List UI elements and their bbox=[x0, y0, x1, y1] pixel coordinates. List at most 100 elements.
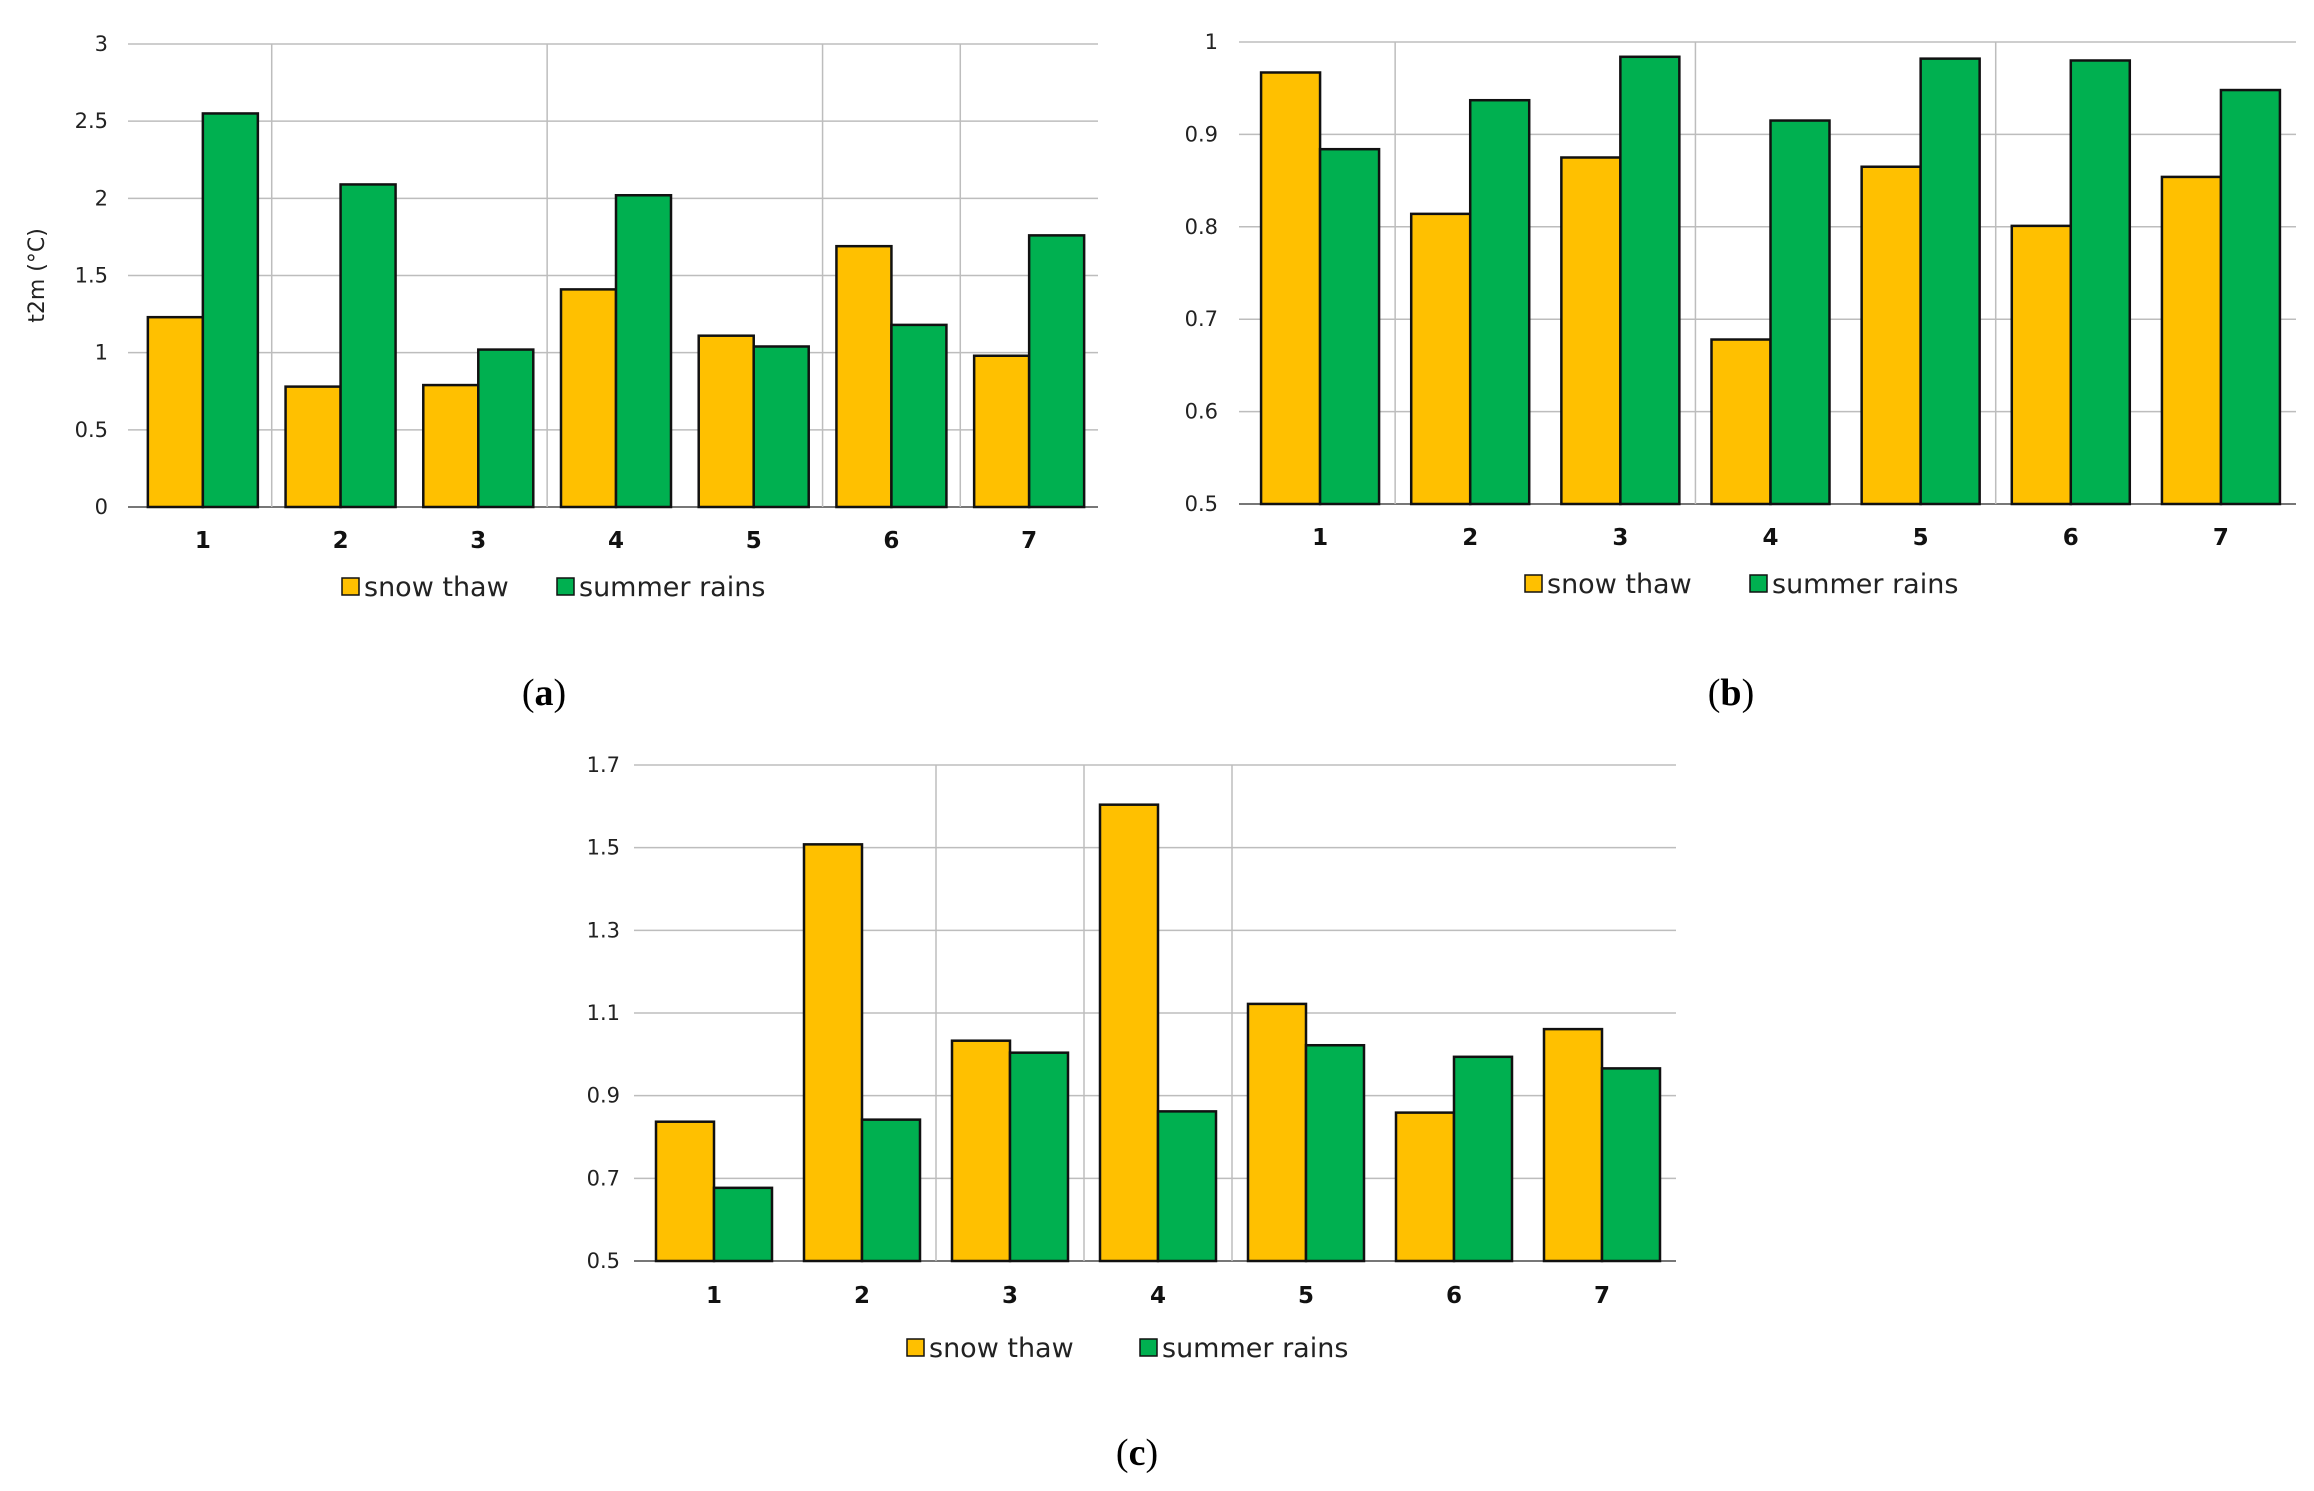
panel-caption: (c) bbox=[1116, 1432, 1158, 1474]
y-tick-label: 1.5 bbox=[587, 836, 620, 860]
x-category-label: 3 bbox=[470, 528, 486, 554]
bar-summer-rains-1 bbox=[201, 112, 260, 509]
legend-swatch-snow-thaw bbox=[1524, 574, 1543, 593]
bar-snow-thaw-4 bbox=[1098, 803, 1160, 1263]
y-tick-label: 0.9 bbox=[587, 1084, 620, 1108]
bar-summer-rains-5 bbox=[1304, 1043, 1366, 1263]
legend-label-summer-rains: summer rains bbox=[1772, 569, 1958, 600]
legend: snow thaw summer rains bbox=[341, 572, 765, 603]
bar-summer-rains-7 bbox=[1600, 1067, 1662, 1263]
bar-summer-rains-4 bbox=[1156, 1110, 1218, 1263]
bar-snow-thaw-6 bbox=[835, 244, 893, 509]
y-tick-label: 0.9 bbox=[1185, 122, 1218, 146]
bar-summer-rains-2 bbox=[339, 183, 397, 509]
legend: snow thaw summer rains bbox=[906, 1333, 1348, 1364]
bar-summer-rains-1 bbox=[1318, 147, 1381, 506]
chart-panel-b: 0.5 0.6 0.7 0.8 0.9 1 1 2 3 4 5 6 7 snow thaw summer r… bbox=[1185, 30, 2296, 714]
bar-snow-thaw-7 bbox=[972, 354, 1031, 509]
bar-summer-rains-2 bbox=[1468, 98, 1531, 506]
bar-summer-rains-3 bbox=[1008, 1051, 1070, 1263]
bar-snow-thaw-3 bbox=[950, 1039, 1012, 1263]
bar-snow-thaw-6 bbox=[1394, 1111, 1456, 1263]
y-tick-label: 1.5 bbox=[75, 264, 108, 288]
x-category-label: 1 bbox=[195, 528, 211, 554]
x-category-label: 4 bbox=[1150, 1283, 1166, 1309]
y-tick-label: 0.5 bbox=[75, 418, 108, 442]
x-category-label: 3 bbox=[1612, 525, 1628, 551]
x-category-label: 2 bbox=[854, 1283, 870, 1309]
panel-caption: (a) bbox=[522, 672, 566, 714]
y-tick-label: 2 bbox=[95, 186, 108, 210]
legend-swatch-summer-rains bbox=[556, 577, 575, 596]
bar-summer-rains-3 bbox=[1619, 55, 1681, 506]
legend: snow thaw summer rains bbox=[1524, 569, 1958, 600]
bar-summer-rains-7 bbox=[1027, 234, 1086, 509]
x-category-label: 1 bbox=[1312, 525, 1328, 551]
bar-summer-rains-4 bbox=[614, 193, 673, 509]
bar-summer-rains-4 bbox=[1769, 119, 1831, 506]
x-category-label: 7 bbox=[2213, 525, 2229, 551]
bar-snow-thaw-7 bbox=[2160, 175, 2223, 506]
legend-label-snow-thaw: snow thaw bbox=[929, 1333, 1074, 1364]
chart-panel-c: 0.5 0.7 0.9 1.1 1.3 1.5 1.7 1 2 3 4 5 6 7 snow thaw sum… bbox=[587, 753, 1676, 1474]
bar-snow-thaw-3 bbox=[1560, 156, 1622, 506]
bar-summer-rains-3 bbox=[477, 348, 535, 509]
y-tick-label: 0.5 bbox=[587, 1249, 620, 1273]
panel-caption-letter: b bbox=[1720, 672, 1741, 714]
x-category-label: 4 bbox=[608, 528, 624, 554]
bar-summer-rains-5 bbox=[1919, 57, 1981, 506]
bar-snow-thaw-4 bbox=[559, 288, 618, 509]
y-tick-label: 1 bbox=[1205, 30, 1218, 54]
y-tick-label: 1.1 bbox=[587, 1001, 620, 1025]
y-tick-label: 0.6 bbox=[1185, 400, 1218, 424]
bar-summer-rains-6 bbox=[890, 323, 948, 509]
x-category-label: 3 bbox=[1002, 1283, 1018, 1309]
y-axis-label: t2m (°C) bbox=[25, 228, 50, 323]
y-tick-label: 2.5 bbox=[75, 109, 108, 133]
bar-summer-rains-6 bbox=[2069, 59, 2132, 506]
y-tick-label: 1.3 bbox=[587, 918, 620, 942]
x-category-label: 6 bbox=[2063, 525, 2079, 551]
x-category-label: 2 bbox=[333, 528, 349, 554]
x-category-label: 6 bbox=[883, 528, 899, 554]
bar-snow-thaw-4 bbox=[1710, 338, 1772, 506]
y-tick-label: 3 bbox=[95, 32, 108, 56]
x-category-label: 7 bbox=[1594, 1283, 1610, 1309]
y-tick-label: 1.7 bbox=[587, 753, 620, 777]
x-category-label: 5 bbox=[1298, 1283, 1314, 1309]
x-category-label: 6 bbox=[1446, 1283, 1462, 1309]
bar-snow-thaw-1 bbox=[1259, 71, 1322, 506]
legend-swatch-snow-thaw bbox=[906, 1338, 925, 1357]
legend-label-summer-rains: summer rains bbox=[579, 572, 765, 603]
bar-snow-thaw-2 bbox=[284, 385, 342, 509]
x-category-label: 5 bbox=[746, 528, 762, 554]
chart-panel-a: 0 0.5 1 1.5 2 2.5 3 1 2 3 4 5 6 7 t2m (°C) snow thaw sum… bbox=[25, 32, 1098, 714]
panel-caption-letter: c bbox=[1129, 1432, 1146, 1474]
x-category-label: 2 bbox=[1462, 525, 1478, 551]
bar-snow-thaw-5 bbox=[1860, 165, 1922, 506]
bar-snow-thaw-3 bbox=[422, 383, 480, 509]
bar-summer-rains-6 bbox=[1452, 1055, 1514, 1263]
bar-snow-thaw-5 bbox=[697, 334, 755, 509]
y-tick-label: 0 bbox=[95, 495, 108, 519]
x-category-label: 7 bbox=[1021, 528, 1037, 554]
bar-summer-rains-1 bbox=[712, 1186, 774, 1263]
legend-swatch-summer-rains bbox=[1139, 1338, 1158, 1357]
x-category-label: 1 bbox=[706, 1283, 722, 1309]
bar-snow-thaw-6 bbox=[2010, 224, 2073, 506]
y-tick-label: 0.7 bbox=[1185, 307, 1218, 331]
bar-snow-thaw-2 bbox=[802, 843, 864, 1263]
panel-caption: (b) bbox=[1708, 672, 1754, 714]
bar-snow-thaw-1 bbox=[146, 315, 205, 509]
x-category-label: 5 bbox=[1913, 525, 1929, 551]
panel-caption-letter: a bbox=[535, 672, 554, 714]
bar-summer-rains-2 bbox=[860, 1118, 922, 1263]
legend-swatch-summer-rains bbox=[1749, 574, 1768, 593]
bar-snow-thaw-7 bbox=[1542, 1027, 1604, 1263]
y-tick-label: 0.8 bbox=[1185, 215, 1218, 239]
bar-summer-rains-7 bbox=[2219, 88, 2282, 506]
bar-summer-rains-5 bbox=[752, 345, 810, 509]
bar-snow-thaw-1 bbox=[654, 1120, 716, 1263]
bar-snow-thaw-2 bbox=[1409, 212, 1472, 506]
